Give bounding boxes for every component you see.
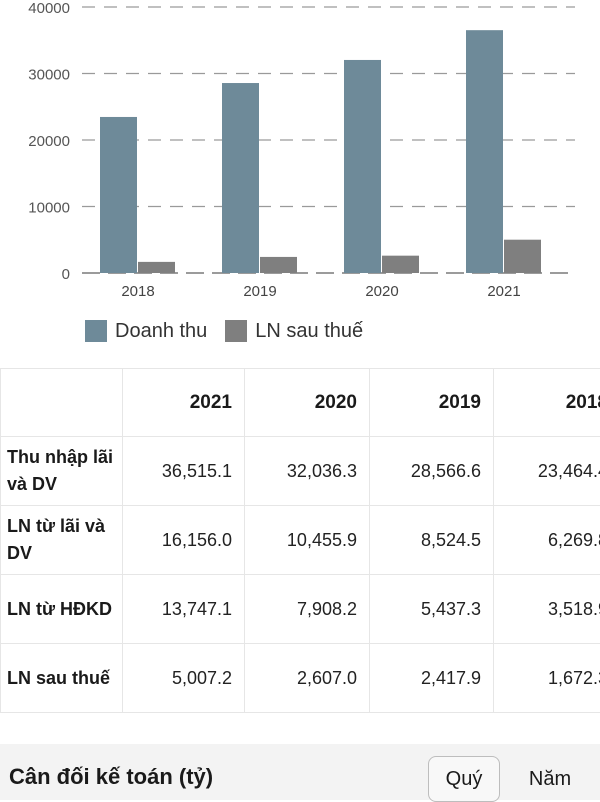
- column-header: 2020: [245, 369, 370, 437]
- y-tick-label: 30000: [28, 67, 70, 84]
- table-row: LN từ HĐKD 13,747.1 7,908.2 5,437.3 3,51…: [1, 575, 600, 644]
- x-tick-label: 2019: [243, 283, 276, 300]
- bar-doanh-thu: [100, 117, 137, 273]
- table-cell: 5,437.3: [370, 575, 494, 644]
- row-header: LN sau thuế: [1, 644, 123, 713]
- column-header: 2018: [494, 369, 600, 437]
- bar-ln-sau-thue: [260, 257, 297, 273]
- y-tick-label: 20000: [28, 133, 70, 150]
- financial-table: 2021 2020 2019 2018 Thu nhập lãi và DV 3…: [0, 368, 600, 713]
- row-header: LN từ lãi và DV: [1, 506, 123, 575]
- y-tick-label: 10000: [28, 200, 70, 217]
- legend-item-ln-sau-thue[interactable]: LN sau thuế: [225, 320, 363, 343]
- table-cell: 3,518.9: [494, 575, 600, 644]
- table-cell: 7,908.2: [245, 575, 370, 644]
- column-header: 2021: [123, 369, 245, 437]
- table-cell: 2,607.0: [245, 644, 370, 713]
- column-header: 2019: [370, 369, 494, 437]
- legend-swatch-doanh-thu: [85, 320, 107, 342]
- bar-doanh-thu: [222, 83, 259, 273]
- table-row: LN sau thuế 5,007.2 2,607.0 2,417.9 1,67…: [1, 644, 600, 713]
- row-header: Thu nhập lãi và DV: [1, 437, 123, 506]
- table-cell: 23,464.4: [494, 437, 600, 506]
- table-row: LN từ lãi và DV 16,156.0 10,455.9 8,524.…: [1, 506, 600, 575]
- bar-ln-sau-thue: [382, 256, 419, 273]
- table-cell: 10,455.9: [245, 506, 370, 575]
- table-cell: 1,672.3: [494, 644, 600, 713]
- bar-doanh-thu: [344, 60, 381, 273]
- table-cell: 13,747.1: [123, 575, 245, 644]
- year-button[interactable]: Năm: [510, 756, 590, 802]
- section-title: Cân đối kế toán (tỷ): [9, 764, 213, 790]
- y-tick-label: 0: [62, 266, 70, 283]
- table-cell: 16,156.0: [123, 506, 245, 575]
- table-cell: 2,417.9: [370, 644, 494, 713]
- table-cell: 6,269.8: [494, 506, 600, 575]
- table-cell: 8,524.5: [370, 506, 494, 575]
- table-header-row: 2021 2020 2019 2018: [1, 369, 600, 437]
- bar-ln-sau-thue: [138, 262, 175, 273]
- legend-label-ln-sau-thue: LN sau thuế: [255, 320, 363, 343]
- table-cell: 28,566.6: [370, 437, 494, 506]
- x-tick-label: 2021: [487, 283, 520, 300]
- chart-legend: Doanh thu LN sau thuế: [85, 318, 381, 344]
- table-header-corner: [1, 369, 123, 437]
- bar-doanh-thu: [466, 30, 503, 273]
- bar-chart: 0 10000 20000 30000 40000 2018 2019 2020 2021: [0, 0, 600, 305]
- financial-table-container[interactable]: 2021 2020 2019 2018 Thu nhập lãi và DV 3…: [0, 368, 600, 714]
- table-cell: 5,007.2: [123, 644, 245, 713]
- balance-sheet-section-header: Cân đối kế toán (tỷ) Quý Năm: [0, 744, 600, 800]
- legend-item-doanh-thu[interactable]: Doanh thu: [85, 320, 207, 343]
- x-tick-label: 2018: [121, 283, 154, 300]
- legend-label-doanh-thu: Doanh thu: [115, 320, 207, 343]
- table-cell: 32,036.3: [245, 437, 370, 506]
- y-tick-label: 40000: [28, 0, 70, 17]
- table-cell: 36,515.1: [123, 437, 245, 506]
- quarter-button[interactable]: Quý: [428, 756, 500, 802]
- row-header: LN từ HĐKD: [1, 575, 123, 644]
- table-row: Thu nhập lãi và DV 36,515.1 32,036.3 28,…: [1, 437, 600, 506]
- legend-swatch-ln-sau-thue: [225, 320, 247, 342]
- x-tick-label: 2020: [365, 283, 398, 300]
- bar-ln-sau-thue: [504, 240, 541, 273]
